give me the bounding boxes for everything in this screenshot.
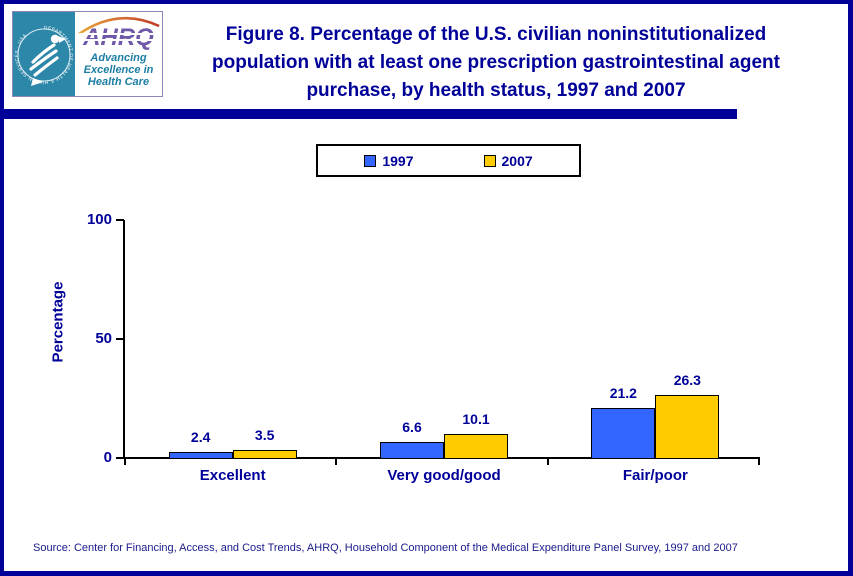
y-tick: [116, 457, 124, 459]
wordmark-stripe: [79, 33, 158, 35]
title-underline-bar: [0, 109, 737, 119]
hhs-eagle-icon: DEPARTMENT OF HEALTH & HUMAN SERVICES · …: [14, 25, 74, 86]
source-note: Source: Center for Financing, Access, an…: [33, 542, 738, 554]
value-label-2007-very-good-good: 10.1: [462, 410, 490, 427]
x-tick: [124, 458, 126, 465]
value-label-1997-excellent: 2.4: [190, 429, 211, 446]
tagline-line: Excellence in: [83, 64, 154, 76]
y-tick-label: 100: [86, 211, 112, 228]
x-tick: [546, 458, 549, 465]
x-tick: [758, 458, 760, 465]
bar-2007-fair-poor: [655, 395, 720, 459]
figure-title: Figure 8. Percentage of the U.S. civilia…: [158, 21, 834, 105]
svg-text:DEPARTMENT OF HEALTH & HUMAN S: DEPARTMENT OF HEALTH & HUMAN SERVICES · …: [14, 25, 74, 85]
y-tick: [116, 219, 124, 221]
value-label-2007-fair-poor: 26.3: [673, 372, 701, 389]
seal-ring-text: DEPARTMENT OF HEALTH & HUMAN SERVICES · …: [14, 25, 73, 85]
hhs-seal: DEPARTMENT OF HEALTH & HUMAN SERVICES · …: [13, 12, 75, 96]
legend-swatch-2007: [483, 154, 496, 167]
value-label-1997-fair-poor: 21.2: [609, 384, 637, 401]
y-axis-label: Percentage: [49, 281, 67, 363]
title-line: Figure 8. Percentage of the U.S. civilia…: [225, 24, 767, 45]
category-label-very-good-good: Very good/good: [387, 467, 501, 484]
ahrq-wordmark: AHRQ: [75, 26, 162, 50]
hhs-ahrq-logo: DEPARTMENT OF HEALTH & HUMAN SERVICES · …: [12, 11, 163, 97]
legend-label-1997: 1997: [382, 152, 414, 169]
tagline-line: Health Care: [87, 76, 150, 88]
bar-2007-very-good-good: [444, 433, 508, 459]
x-tick: [335, 458, 338, 465]
title-line: purchase, by health status, 1997 and 200…: [306, 80, 686, 101]
ahrq-swoosh-icon: [78, 16, 160, 35]
value-label-2007-excellent: 3.5: [254, 426, 275, 443]
bar-1997-excellent: [168, 452, 233, 459]
category-label-fair-poor: Fair/poor: [622, 467, 688, 484]
legend-item-1997: 1997: [364, 152, 414, 169]
bar-1997-very-good-good: [380, 442, 444, 459]
bar-1997-fair-poor: [591, 407, 656, 459]
y-tick: [116, 338, 124, 340]
tagline-line: Advancing: [90, 52, 147, 64]
y-axis-line: [123, 220, 125, 459]
bar-2007-excellent: [232, 449, 297, 459]
value-label-1997-very-good-good: 6.6: [402, 419, 422, 436]
y-tick-label: 50: [95, 330, 112, 347]
ahrq-tagline: Advancing Excellence in Health Care: [75, 52, 162, 88]
chart-legend: 1997 2007: [316, 144, 581, 177]
ahrq-logo-right: AHRQ Advancing Excellence in Health Care: [75, 12, 162, 96]
category-label-excellent: Excellent: [199, 467, 266, 484]
legend-label-2007: 2007: [501, 152, 533, 169]
legend-item-2007: 2007: [483, 152, 533, 169]
wordmark-stripe: [79, 39, 158, 41]
ahrq-acronym-text: AHRQ: [83, 24, 154, 51]
legend-swatch-1997: [364, 154, 377, 167]
y-tick-label: 0: [103, 449, 112, 466]
title-line: population with at least one prescriptio…: [212, 52, 780, 73]
